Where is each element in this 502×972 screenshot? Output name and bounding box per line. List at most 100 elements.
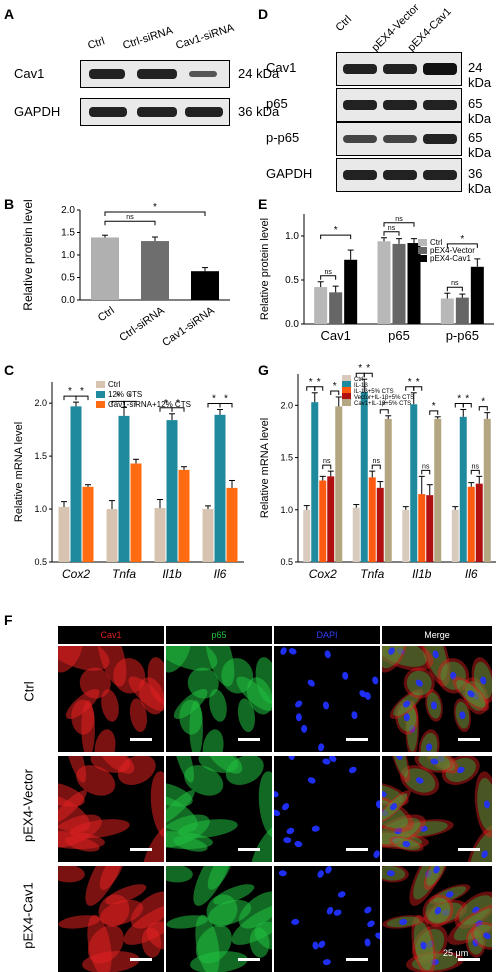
- bar: [483, 418, 491, 562]
- bar: [141, 241, 169, 300]
- nucleus-dapi: [318, 940, 326, 948]
- bar: [470, 266, 484, 324]
- blot-band: [383, 135, 417, 143]
- y-tick-label: 1.5: [61, 228, 75, 239]
- blot-d-row-label-4: GAPDH: [266, 166, 313, 181]
- bar: [392, 243, 406, 324]
- cell-p65: [166, 790, 195, 824]
- chart-e: 0.0 0.5 1.0 Relative protein level Cav1 p65 p-…: [259, 214, 494, 343]
- y-tick-label: 1.0: [280, 505, 293, 515]
- nucleus-dapi: [433, 866, 440, 874]
- significance-label: *: [334, 225, 338, 236]
- blot-d-strip-1: [336, 52, 462, 86]
- panel-label-a: A: [4, 6, 15, 22]
- nucleus-dapi: [373, 850, 380, 859]
- chart-g: 0.5 1.0 1.5 2.0 Relative mRNA level Cox2 Tnfa I…: [259, 363, 496, 581]
- blot-band: [185, 107, 223, 117]
- y-axis-label: Relative mRNA level: [259, 418, 271, 518]
- nucleus-dapi: [434, 906, 442, 915]
- bar: [58, 506, 70, 562]
- micrograph-canvas: [274, 756, 380, 859]
- legend-swatch: [342, 381, 351, 388]
- nucleus-dapi: [426, 743, 433, 752]
- micrograph: [58, 646, 164, 752]
- scale-bar: [346, 738, 368, 741]
- blot-band: [343, 135, 377, 143]
- micrograph-canvas: [382, 646, 492, 752]
- x-tick-label: Il6: [465, 567, 478, 581]
- scale-bar: [458, 848, 480, 851]
- nucleus-dapi: [274, 809, 281, 817]
- bar: [191, 271, 219, 300]
- micrograph: [382, 866, 492, 972]
- significance-bracket: [171, 407, 185, 412]
- nucleus-dapi: [325, 866, 332, 874]
- significance-bracket: [470, 469, 480, 475]
- legend-swatch: [418, 255, 427, 262]
- cell-cav1: [146, 921, 164, 950]
- nucleus-dapi: [391, 837, 400, 844]
- blot-a-strip-2: [80, 98, 230, 126]
- nucleus-dapi: [294, 840, 303, 848]
- x-tick-label: Cox2: [62, 567, 90, 581]
- significance-label: ns: [388, 225, 396, 232]
- nucleus-dapi: [394, 827, 403, 835]
- cell-p65: [173, 836, 208, 852]
- significance-bracket: [104, 220, 156, 226]
- blot-band: [137, 107, 177, 117]
- y-tick-label: 0.5: [61, 273, 75, 284]
- panel-label-c: C: [4, 362, 15, 378]
- scale-bar: [238, 958, 260, 961]
- micro-row-label-vector: pEX4-Vector: [20, 769, 36, 842]
- bar: [214, 414, 226, 562]
- nucleus-dapi: [372, 676, 379, 685]
- micrograph: [166, 866, 272, 972]
- nucleus-dapi: [326, 906, 334, 915]
- blot-d-kda-4: 36 kDa: [468, 166, 492, 196]
- nucleus-dapi: [386, 870, 395, 877]
- nucleus-dapi: [472, 938, 479, 947]
- bar: [118, 415, 130, 562]
- micrograph: [382, 646, 492, 752]
- micrograph-canvas: [280, 647, 379, 752]
- blot-d-strip-2: [336, 88, 462, 122]
- scale-bar: [130, 848, 152, 851]
- significance-bracket: [462, 403, 472, 408]
- blot-d-row-label-1: Cav1: [266, 60, 297, 75]
- bar: [130, 463, 142, 562]
- significance-label: *: [432, 401, 436, 412]
- significance-bracket: [322, 464, 332, 470]
- significance-bracket: [413, 386, 423, 391]
- significance-bracket: [446, 243, 478, 248]
- y-tick-label: 1.5: [34, 451, 47, 461]
- nucleus-dapi: [445, 891, 454, 898]
- blot-d-kda-1: 24 kDa: [468, 60, 492, 90]
- cell-cav1: [65, 836, 100, 852]
- significance-label: *: [80, 386, 84, 397]
- nucleus-dapi: [415, 679, 423, 687]
- micro-col-header-p65: p65: [166, 626, 272, 644]
- bar: [384, 418, 392, 562]
- cell-p65: [207, 866, 234, 890]
- blot-band: [383, 64, 417, 74]
- significance-bracket: [383, 231, 400, 236]
- legend-label: Ctrl: [354, 377, 363, 383]
- panel-label-b: B: [4, 196, 15, 212]
- significance-bracket: [446, 286, 463, 292]
- micrograph: [166, 646, 272, 752]
- micrograph-canvas: [166, 756, 272, 862]
- legend-label: IL-1β: [354, 383, 368, 389]
- x-tick-label: Il1b: [162, 567, 182, 581]
- micrograph: [274, 866, 380, 972]
- scale-bar: [458, 738, 480, 741]
- x-tick-label: Cav1: [320, 328, 350, 343]
- cell-p65: [187, 667, 219, 699]
- legend-label: Ctrl: [430, 238, 443, 247]
- cell-p65: [166, 866, 193, 883]
- nucleus-dapi: [382, 809, 389, 817]
- bar: [106, 509, 118, 562]
- micrograph: [382, 756, 492, 862]
- legend-label: pEX4-Vector: [430, 246, 475, 255]
- cell-cav1: [142, 823, 164, 862]
- cell-cav1: [58, 646, 83, 673]
